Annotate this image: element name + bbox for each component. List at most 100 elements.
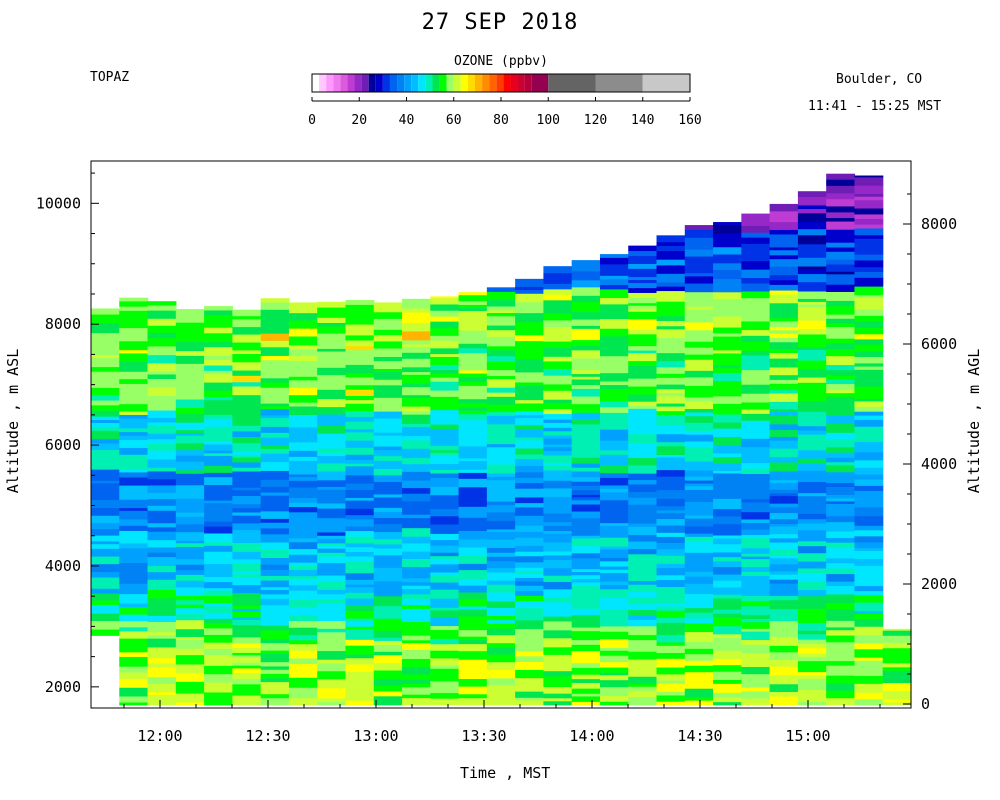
ozone-cell [543,427,573,432]
ozone-cell [628,619,658,624]
ozone-cell [599,499,629,508]
ozone-cell [486,642,516,648]
ozone-cell [628,321,658,330]
ozone-cell [317,307,347,313]
ozone-cell [826,217,856,222]
ozone-cell [797,671,827,676]
ozone-cell [656,695,686,702]
ozone-cell [797,689,827,697]
ozone-cell [458,432,488,439]
ozone-cell [232,529,262,537]
ozone-cell [402,674,431,680]
ozone-cell [628,276,658,280]
ozone-cell [854,698,884,706]
ozone-cell [430,524,460,529]
ozone-cell [119,472,149,478]
ozone-cell [288,480,318,488]
ozone-cell [854,585,884,592]
ozone-cell [204,521,233,527]
ozone-cell [430,381,460,391]
ozone-cell [741,621,771,629]
ozone-cell [430,617,460,627]
ozone-cell [826,326,856,332]
ozone-cell [288,360,318,368]
ozone-cell [571,688,601,694]
ozone-cell [713,241,742,248]
ozone-cell [175,435,205,444]
ozone-cell [769,563,799,572]
ozone-cell [345,349,375,354]
ozone-cell [797,248,827,258]
ozone-cell [232,381,262,387]
ozone-cell [741,341,771,347]
ozone-cell [599,572,629,582]
ozone-cell [826,264,856,272]
ozone-cell [91,541,120,545]
ozone-cell [147,582,177,587]
ozone-cell [175,350,205,356]
ozone-cell [119,301,149,307]
ozone-cell [91,620,120,630]
ozone-cell [204,390,233,398]
ozone-cell [543,700,573,706]
ozone-cell [402,435,431,441]
ozone-cell [119,385,149,395]
ozone-cell [854,208,884,215]
ozone-cell [599,254,629,258]
ozone-cell [430,473,460,478]
ozone-cell [175,309,205,314]
ozone-cell [769,266,799,276]
ozone-cell [684,533,714,537]
ozone-cell [204,673,233,683]
ozone-cell [713,617,742,627]
ozone-cell [769,518,799,525]
ozone-cell [599,566,629,570]
ozone-cell [684,552,714,557]
ozone-cell [543,670,573,677]
ozone-cell [826,690,856,696]
ozone-cell [345,634,375,640]
ozone-cell [684,272,714,277]
ozone-cell [232,592,262,599]
colorbar-swatch [382,74,390,92]
ozone-cell [515,525,545,532]
ozone-cell [317,326,347,334]
ozone-cell [91,507,120,516]
ozone-cell [826,221,856,230]
ozone-cell [402,346,431,353]
ozone-cell [232,471,262,480]
ozone-cell [260,630,290,640]
ozone-cell [402,558,431,568]
ozone-cell [854,277,884,287]
ozone-cell [147,363,177,372]
ozone-cell [854,689,884,693]
ozone-cell [769,317,799,322]
plot-area [91,173,912,706]
ozone-cell [204,341,233,348]
ozone-cell [769,492,799,497]
ozone-cell [175,422,205,431]
ozone-cell [515,334,545,342]
ozone-cell [373,302,403,307]
colorbar-swatch [411,74,419,92]
ozone-cell [543,272,573,278]
ozone-cell [402,658,431,668]
ozone-cell [204,595,233,604]
ozone-cell [458,304,488,309]
ozone-cell [260,453,290,463]
ozone-cell [741,393,771,403]
ozone-cell [628,425,658,431]
ozone-cell [402,666,431,675]
ozone-cell [91,588,120,594]
ozone-cell [232,361,262,371]
x-tick-label: 13:00 [353,727,398,745]
ozone-cell [826,278,856,285]
ozone-cell [515,555,545,563]
ozone-cell [260,549,290,558]
ozone-cell [826,457,856,463]
ozone-cell [91,604,120,608]
ozone-cell [458,407,488,411]
ozone-cell [797,616,827,624]
ozone-cell [288,569,318,577]
ozone-cell [882,666,912,671]
